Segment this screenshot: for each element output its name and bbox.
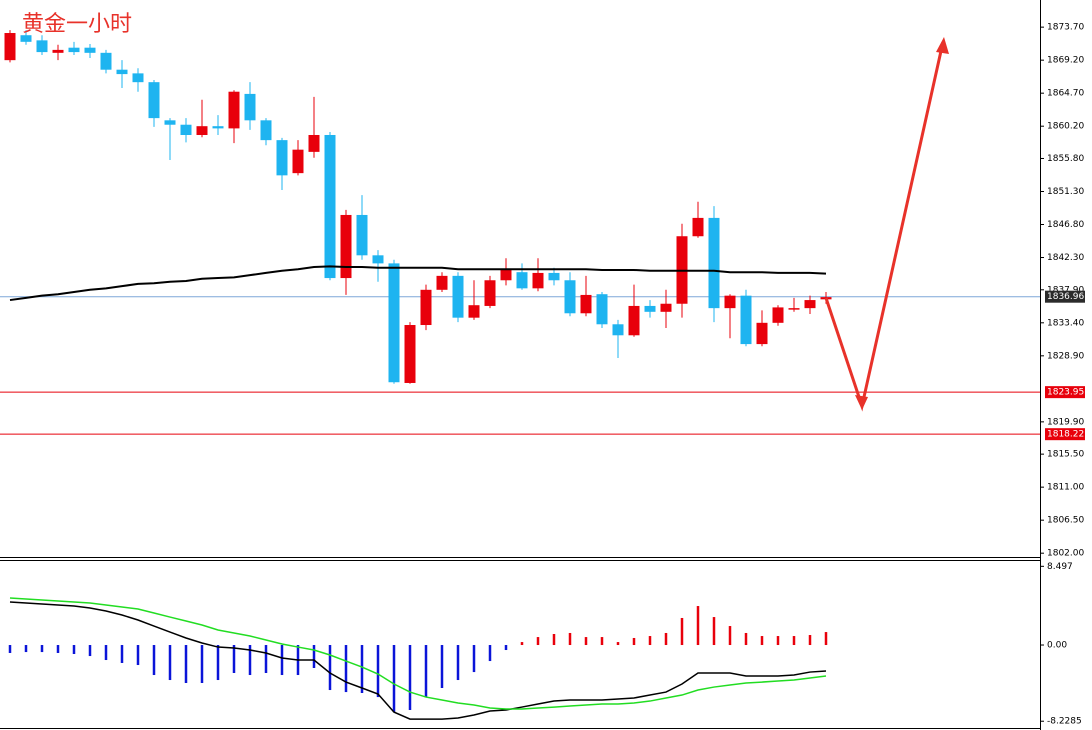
candle-body — [788, 308, 800, 310]
candle-body — [324, 134, 336, 279]
candle-body — [84, 47, 96, 53]
y-tick-label: 1815.50 — [1047, 450, 1084, 460]
price-level-label: 1818.22 — [1047, 430, 1084, 440]
candle-body — [532, 272, 544, 289]
candle-body — [100, 52, 112, 70]
y-tick-label: 8.497 — [1047, 562, 1073, 572]
candle-body — [692, 217, 704, 237]
arrow-head — [936, 37, 949, 54]
y-tick-label: 1819.90 — [1047, 417, 1084, 427]
y-tick-label: -8.2285 — [1047, 717, 1082, 727]
y-tick-label: 1802.00 — [1047, 549, 1084, 559]
candle-body — [756, 322, 768, 345]
candle-body — [420, 289, 432, 326]
candle-body — [132, 73, 144, 83]
y-tick-label: 1869.20 — [1047, 56, 1084, 66]
price-level-box — [1045, 386, 1085, 399]
candle-body — [36, 40, 48, 53]
y-tick-label: 1855.80 — [1047, 154, 1084, 164]
candle-body — [228, 91, 240, 129]
candle-body — [260, 120, 272, 141]
candle-body — [612, 324, 624, 336]
candle-body — [68, 47, 80, 53]
moving-average — [9, 265, 827, 302]
y-tick-label: 1828.90 — [1047, 351, 1084, 361]
candle-body — [244, 93, 256, 121]
price-panel: 1873.70 1869.20 1864.70 1860.20 1855.80 1851.… — [0, 23, 1085, 559]
candle-body — [564, 280, 576, 314]
price-level-label: 1836.96 — [1047, 292, 1084, 302]
candle-body — [596, 294, 608, 325]
y-tick-label: 1851.30 — [1047, 187, 1084, 197]
candle-body — [164, 120, 176, 125]
candle-body — [660, 303, 672, 312]
price-level-box — [1045, 290, 1085, 303]
candle-body — [724, 295, 736, 309]
y-tick-label: 1833.40 — [1047, 318, 1084, 328]
candle-body — [52, 49, 64, 53]
candle-body — [308, 134, 320, 152]
y-tick-label: 1860.20 — [1047, 122, 1084, 132]
candle-body — [20, 35, 32, 42]
candle-body — [388, 263, 400, 383]
candle-body — [516, 272, 528, 289]
candle-body — [4, 33, 16, 61]
y-tick-label: 1873.70 — [1047, 23, 1084, 33]
arrow-head — [855, 395, 868, 410]
price-level-box — [1045, 428, 1085, 441]
candle-body — [468, 305, 480, 318]
candle-body — [276, 140, 288, 176]
candle-body — [740, 295, 752, 345]
candle-body — [436, 275, 448, 290]
candle-body — [148, 82, 160, 119]
candle-body — [644, 305, 656, 312]
candle-body — [804, 300, 816, 309]
y-tick-label: 1837.90 — [1047, 285, 1084, 295]
candle-body — [500, 269, 512, 281]
chart-title: 黄金一小时 — [22, 12, 132, 37]
y-tick-label: 1842.30 — [1047, 253, 1084, 263]
candle-body — [628, 305, 640, 336]
y-tick-label: 0.00 — [1047, 641, 1067, 651]
candle-body — [404, 325, 416, 383]
price-level-label: 1823.95 — [1047, 388, 1084, 398]
candle-body — [484, 280, 496, 306]
candle-body — [356, 214, 368, 256]
candle-body — [212, 126, 224, 129]
candle-body — [548, 272, 560, 281]
candle-body — [772, 307, 784, 323]
y-tick-label: 1846.80 — [1047, 220, 1084, 230]
candle-body — [452, 275, 464, 318]
candle-body — [708, 217, 720, 309]
candle-body — [196, 126, 208, 135]
candle-body — [116, 69, 128, 75]
candle-body — [372, 255, 384, 264]
candle-body — [180, 124, 192, 135]
candle-body — [580, 294, 592, 314]
candle-body — [340, 214, 352, 279]
macd-panel: 8.497 0.00 -8.2285 — [8, 562, 1082, 727]
macd-line — [9, 597, 827, 710]
candle-body — [292, 149, 304, 174]
y-tick-label: 1864.70 — [1047, 89, 1084, 99]
y-tick-label: 1806.50 — [1047, 516, 1084, 526]
macd-line — [9, 601, 827, 720]
y-tick-label: 1811.00 — [1047, 483, 1084, 493]
